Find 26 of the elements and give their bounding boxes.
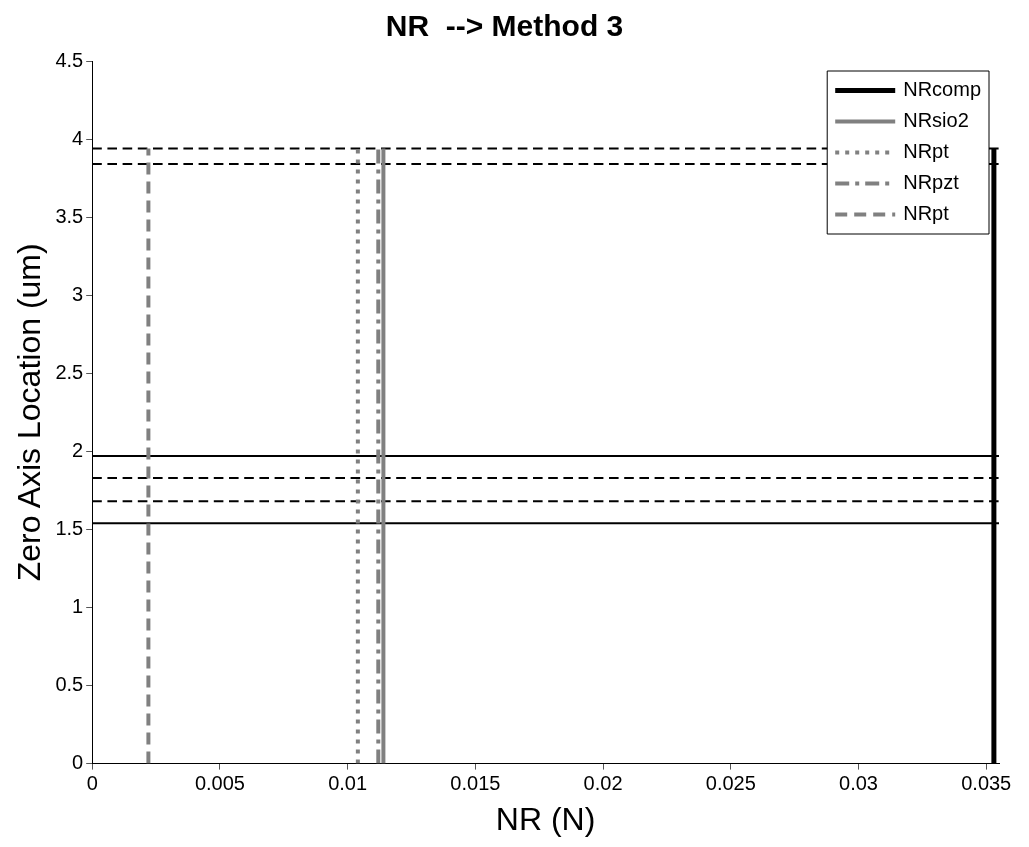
y-tick-label: 0 [72,751,84,774]
x-tick-label: 0.035 [961,772,1012,795]
y-tick-label: 3.5 [55,204,84,227]
legend-label: NRcomp [903,78,981,101]
y-tick-label: 1 [72,594,84,617]
x-tick-label: 0.01 [328,772,368,795]
y-tick-label: 2 [72,438,84,461]
y-tick-label: 4 [72,126,84,149]
legend-label: NRpt [903,140,950,163]
y-tick-label: 4.5 [55,48,84,71]
y-axis-title: Zero Axis Location (um) [11,243,48,582]
x-tick-label: 0.025 [705,772,756,795]
legend-label: NRsio2 [903,109,969,132]
x-tick-label: 0.005 [194,772,245,795]
y-tick-label: 1.5 [55,516,84,539]
chart-title: NR --> Method 3 [385,9,624,43]
y-tick-label: 2.5 [55,360,84,383]
x-tick-label: 0.015 [450,772,501,795]
legend-label: NRpzt [903,171,960,194]
x-tick-label: 0.03 [839,772,878,795]
y-tick-label: 0.5 [55,673,84,696]
x-tick-label: 0 [86,772,98,795]
legend-label: NRpt [903,202,950,225]
x-axis-title: NR (N) [495,800,596,837]
x-tick-label: 0.02 [583,772,623,795]
y-tick-label: 3 [72,282,84,305]
